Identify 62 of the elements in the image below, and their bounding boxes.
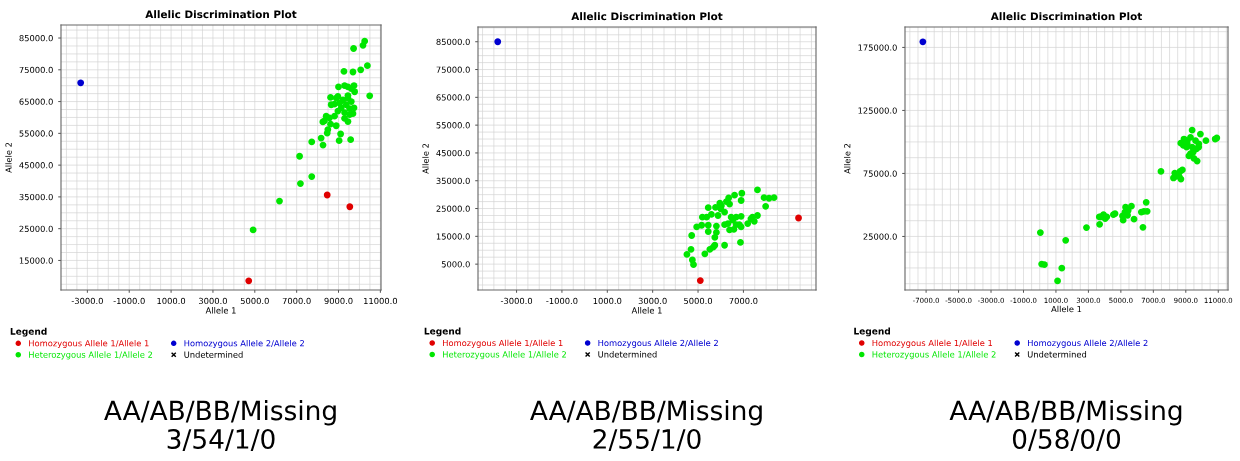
y-tick-label: 75000.0 — [19, 66, 53, 74]
y-tick-label: 125000.0 — [858, 107, 897, 114]
x-axis-title: Allele 1 — [631, 307, 662, 314]
chart-title: Allelic Discrimination Plot — [145, 10, 297, 19]
x-tick-label: -1000.0 — [113, 297, 145, 305]
legend-label: Undetermined — [184, 351, 243, 358]
y-tick-label: 45000.0 — [19, 162, 53, 169]
y-tick-label: 15000.0 — [19, 257, 53, 264]
legend-label: Homozygous Allele 2/Allele 2 — [598, 339, 718, 348]
chart-title: Allelic Discrimination Plot — [571, 12, 723, 21]
legend-label: Heterozygous Allele 1/Allele 2 — [872, 351, 996, 360]
x-axis-title: Allele 1 — [1051, 305, 1082, 313]
text: AA/AB/BB/Missing 0/58/0/0 — [949, 400, 1182, 452]
x-tick-label: 3000.0 — [199, 297, 227, 305]
y-tick-label: 15000.0 — [436, 233, 470, 240]
legend-title: Legend — [854, 327, 891, 337]
y-tick-label: 5000.0 — [441, 261, 470, 268]
x-tick-label: 1000.0 — [593, 297, 622, 305]
x-tick-label: 9000.0 — [324, 297, 353, 305]
text: AA/AB/BB/Missing 3/54/1/0 — [104, 400, 336, 452]
x-tick-label: 5000.0 — [240, 297, 269, 305]
x-tick-label: -1000.0 — [546, 297, 578, 305]
legend-label: Homozygous Allele 2/Allele 2 — [184, 339, 304, 348]
chart-title: Allelic Discrimination Plot — [990, 12, 1142, 21]
x-tick-label: 3000.0 — [638, 297, 667, 305]
legend-label: Homozygous Allele 1/Allele 1 — [29, 339, 149, 348]
legend-label: Undetermined — [598, 351, 657, 358]
y-tick-label: 45000.0 — [436, 149, 470, 157]
y-tick-label: 65000.0 — [19, 98, 53, 105]
y-axis-title: Allele 2 — [5, 142, 12, 173]
y-tick-label: 55000.0 — [19, 130, 53, 137]
legend-label: Homozygous Allele 1/Allele 1 — [872, 339, 993, 348]
legend-label: Undetermined — [1027, 351, 1087, 358]
y-tick-label: 25000.0 — [863, 233, 897, 240]
x-tick-label: 11000.0 — [364, 297, 398, 305]
y-axis-title: Allele 2 — [843, 143, 851, 174]
legend-title: Legend — [424, 327, 461, 337]
legend-title: Legend — [10, 327, 47, 337]
y-tick-label: 75000.0 — [436, 66, 470, 73]
y-axis-title: Allele 2 — [422, 143, 429, 174]
y-tick-label: 25000.0 — [436, 205, 470, 212]
y-tick-label: 75000.0 — [863, 170, 897, 177]
y-tick-label: 175000.0 — [858, 44, 897, 51]
y-tick-label: 85000.0 — [19, 35, 53, 42]
text: AA/AB/BB/Missing 2/55/1/0 — [530, 400, 762, 452]
legend-label: Heterozygous Allele 1/Allele 2 — [443, 351, 566, 360]
y-tick-label: 35000.0 — [19, 193, 53, 201]
x-tick-label: 7000.0 — [282, 297, 311, 305]
x-tick-label: 1000.0 — [157, 297, 186, 305]
x-tick-label: 5000.0 — [684, 297, 713, 305]
x-tick-label: 7000.0 — [729, 297, 758, 305]
y-tick-label: 85000.0 — [436, 38, 470, 46]
x-axis-title: Allele 1 — [205, 307, 236, 314]
legend-label: Homozygous Allele 2/Allele 2 — [1028, 339, 1148, 348]
y-tick-label: 65000.0 — [436, 94, 470, 101]
legend-label: Heterozygous Allele 1/Allele 2 — [29, 351, 153, 360]
y-tick-label: 55000.0 — [436, 122, 470, 129]
y-tick-label: 35000.0 — [436, 177, 470, 185]
x-tick-label: -3000.0 — [71, 297, 103, 305]
y-tick-label: 25000.0 — [19, 225, 53, 232]
x-tick-label: -3000.0 — [500, 297, 533, 305]
legend-label: Homozygous Allele 1/Allele 1 — [443, 339, 563, 348]
